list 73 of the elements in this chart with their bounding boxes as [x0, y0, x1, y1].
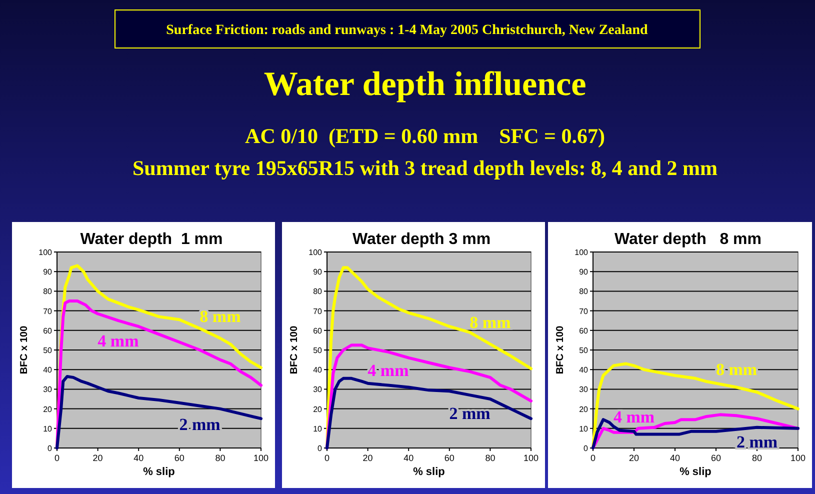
x-tick-label: 40	[404, 453, 414, 463]
y-tick-label: 60	[579, 326, 589, 336]
y-tick-label: 50	[313, 346, 323, 355]
series-label: 2 mm	[449, 404, 490, 424]
y-tick-label: 40	[579, 366, 589, 375]
y-tick-label: 10	[579, 424, 589, 434]
y-tick-label: 50	[579, 346, 589, 355]
x-tick-label: 20	[92, 453, 103, 463]
y-tick-label: 100	[38, 248, 53, 257]
y-axis-title: BFC x 100	[19, 325, 30, 374]
text: AC 0/10 (ETD = 0.60 mm SFC = 0.67)	[245, 124, 605, 148]
y-axis-title: BFC x 100	[555, 325, 566, 374]
y-axis-title: BFC x 100	[289, 325, 300, 374]
y-tick-label: 90	[43, 268, 53, 277]
line-series	[56, 374, 262, 450]
series-label: 4 mm	[98, 332, 139, 351]
x-tick-label: 0	[54, 453, 60, 463]
x-tick-label: 60	[444, 453, 454, 463]
chart-title: Water depth 8 mm	[614, 231, 762, 248]
text: Surface Friction: roads and runways : 1-4 May 2005 Christchurch, New Zealand	[166, 23, 648, 38]
x-tick-label: 100	[523, 453, 539, 463]
y-tick-label: 80	[313, 287, 323, 296]
y-tick-label: 30	[313, 385, 323, 394]
x-tick-label: 0	[590, 453, 596, 463]
y-tick-label: 80	[579, 287, 589, 296]
text: Summer tyre 195x65R15 with 3 tread depth levels: 8, 4 and 2 mm	[132, 156, 718, 180]
y-tick-label: 0	[48, 444, 53, 453]
series-label: 2 mm	[736, 432, 778, 452]
x-tick-label: 100	[253, 453, 269, 463]
x-tick-label: 80	[485, 453, 496, 463]
y-tick-label: 90	[579, 268, 589, 277]
x-tick-label: 40	[670, 453, 680, 463]
x-tick-label: 20	[628, 453, 640, 463]
y-tick-label: 30	[43, 385, 53, 394]
text: Water depth influence	[264, 66, 586, 103]
y-tick-label: 70	[579, 306, 589, 316]
y-tick-label: 70	[43, 306, 53, 316]
x-tick-label: 100	[790, 453, 806, 463]
x-axis-title: % slip	[143, 466, 176, 478]
x-axis-title: % slip	[680, 466, 712, 478]
y-tick-label: 70	[313, 306, 323, 316]
y-tick-label: 20	[43, 404, 53, 414]
x-tick-label: 60	[174, 453, 184, 463]
y-tick-label: 20	[313, 404, 323, 414]
y-tick-label: 60	[313, 326, 323, 336]
chart-title: Water depth 1 mm	[80, 231, 223, 248]
y-tick-label: 100	[308, 248, 323, 257]
y-tick-label: 90	[313, 268, 323, 277]
line-series	[592, 362, 800, 450]
chart-title: Water depth 3 mm	[352, 231, 491, 248]
y-tick-label: 20	[579, 404, 589, 414]
y-tick-label: 100	[574, 248, 589, 257]
line-series	[326, 376, 532, 450]
y-tick-label: 0	[318, 444, 323, 453]
series-label: 4 mm	[613, 407, 655, 426]
y-tick-label: 0	[584, 444, 589, 453]
x-axis-title: % slip	[413, 466, 446, 478]
y-tick-label: 60	[43, 326, 53, 336]
x-tick-label: 80	[752, 453, 762, 463]
y-tick-label: 40	[313, 366, 323, 375]
x-tick-label: 40	[134, 453, 144, 463]
y-tick-label: 80	[43, 287, 53, 296]
x-tick-label: 0	[324, 453, 330, 463]
y-tick-label: 30	[579, 385, 589, 394]
x-tick-label: 60	[710, 453, 722, 463]
x-tick-label: 20	[362, 453, 373, 463]
y-tick-label: 10	[43, 424, 53, 434]
x-tick-label: 80	[215, 453, 226, 463]
y-tick-label: 10	[313, 424, 323, 434]
series-label: 8 mm	[470, 313, 511, 332]
series-label: 8 mm	[200, 307, 241, 326]
y-tick-label: 40	[43, 366, 53, 375]
y-tick-label: 50	[43, 346, 53, 355]
